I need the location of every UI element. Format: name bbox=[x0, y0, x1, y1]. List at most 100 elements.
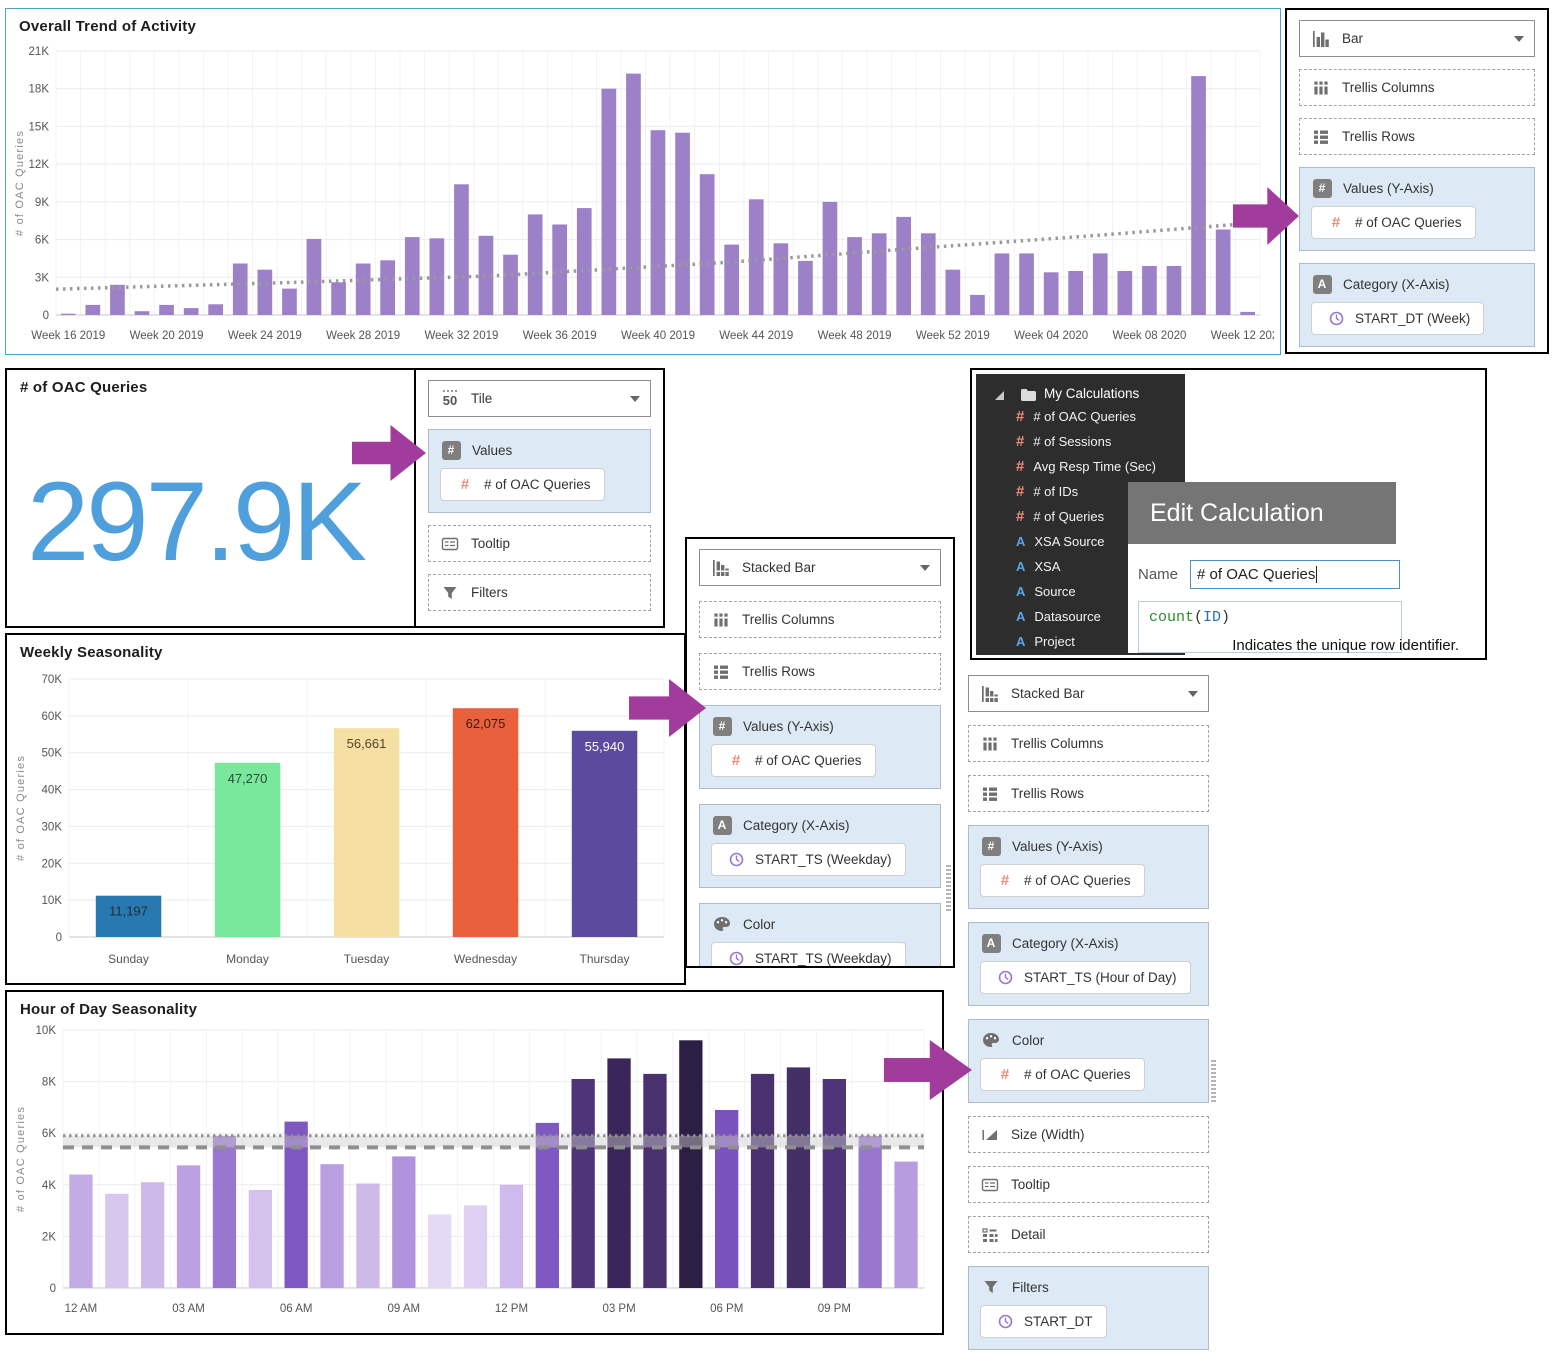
drop-zone-values-y-axis[interactable]: # Values (Y-Axis) # # of OAC Queries bbox=[1299, 167, 1535, 251]
drop-zone-values-y-axis[interactable]: # Values (Y-Axis) # # of OAC Queries bbox=[699, 705, 941, 789]
tree-item-label: # of Sessions bbox=[1033, 434, 1112, 449]
drop-target-trellis-rows[interactable]: Trellis Rows bbox=[968, 775, 1209, 812]
drop-target-detail[interactable]: Detail bbox=[968, 1216, 1209, 1253]
drop-zone-category-x-axis[interactable]: A Category (X-Axis) START_DT (Week) bbox=[1299, 263, 1535, 347]
chevron-down-icon bbox=[920, 564, 930, 571]
drop-target-label: Trellis Rows bbox=[742, 664, 816, 679]
weekly-bar-chart[interactable]: 0 10K 20K 30K 40K 50K 60K 70K # of OAC Queries 11… bbox=[11, 665, 678, 981]
field-pill-of-oac-queries[interactable]: # # of OAC Queries bbox=[980, 1058, 1145, 1091]
weekly-chart-title: Weekly Seasonality bbox=[20, 644, 163, 661]
drop-target-tooltip[interactable]: Tooltip bbox=[428, 525, 651, 562]
tree-item-label: XSA Source bbox=[1034, 534, 1105, 549]
tree-item-xsa-source[interactable]: A XSA Source bbox=[976, 529, 1185, 554]
attribute-icon: A bbox=[1016, 559, 1026, 574]
tree-item-of-oac-queries[interactable]: # # of OAC Queries bbox=[976, 404, 1185, 429]
drop-target-trellis-columns[interactable]: Trellis Columns bbox=[968, 725, 1209, 762]
calculations-box: My Calculations # # of OAC Queries # # of S… bbox=[970, 368, 1487, 660]
svg-text:Week 28 2019: Week 28 2019 bbox=[326, 330, 400, 342]
field-pill-start-ts-hour-of-day[interactable]: START_TS (Hour of Day) bbox=[980, 961, 1191, 994]
svg-text:Week 40 2019: Week 40 2019 bbox=[621, 330, 695, 342]
select-label: Stacked Bar bbox=[1011, 686, 1085, 701]
svg-text:03 PM: 03 PM bbox=[602, 1303, 635, 1315]
drop-zone-color[interactable]: Color START_TS (Weekday) bbox=[699, 903, 941, 966]
svg-text:Sunday: Sunday bbox=[108, 952, 149, 966]
tree-item-project[interactable]: A Project bbox=[976, 629, 1185, 654]
scrollbar[interactable] bbox=[946, 865, 951, 911]
drop-zone-label: Filters bbox=[1012, 1279, 1049, 1295]
calculation-name-input[interactable]: # of OAC Queries bbox=[1190, 560, 1401, 589]
field-pill-label: START_DT (Week) bbox=[1355, 311, 1471, 326]
tree-item-xsa[interactable]: A XSA bbox=[976, 554, 1185, 579]
drop-target-trellis-rows[interactable]: Trellis Rows bbox=[1299, 118, 1535, 155]
svg-text:Week 32 2019: Week 32 2019 bbox=[424, 330, 498, 342]
drop-target-label: Tooltip bbox=[471, 536, 511, 551]
trend-chart-panel: Overall Trend of Activity 0 3K 6K 9K 12K 15K 1… bbox=[5, 8, 1281, 355]
drop-target-label: Detail bbox=[1011, 1227, 1046, 1242]
hour-bar-chart[interactable]: 0 2K 4K 6K 8K 10K # of OAC Queries 12 AM 03 AM 06… bbox=[11, 1022, 936, 1328]
viz-type-select-tile[interactable]: 50 Tile bbox=[428, 380, 651, 417]
tile-value: 297.9K bbox=[27, 459, 367, 584]
drop-zone-category-x-axis[interactable]: A Category (X-Axis) START_TS (Weekday) bbox=[699, 804, 941, 888]
tree-item-avg-resp-time-sec[interactable]: # Avg Resp Time (Sec) bbox=[976, 454, 1185, 479]
field-pill-of-oac-queries[interactable]: # # of OAC Queries bbox=[440, 468, 605, 501]
drop-target-filters[interactable]: Filters bbox=[428, 574, 651, 611]
trend-bar-chart[interactable]: 0 3K 6K 9K 12K 15K 18K 21K # of OAC Queries Week … bbox=[10, 39, 1274, 349]
svg-text:6K: 6K bbox=[42, 1128, 56, 1140]
viz-type-select-bar[interactable]: Bar bbox=[1299, 20, 1535, 57]
drop-target-label: Trellis Rows bbox=[1011, 786, 1085, 801]
folder-label: My Calculations bbox=[1044, 385, 1140, 401]
tree-item-of-queries[interactable]: # # of Queries bbox=[976, 504, 1185, 529]
formula-editor[interactable]: count(ID) bbox=[1138, 601, 1402, 653]
my-calculations-folder[interactable]: My Calculations bbox=[976, 382, 1185, 404]
drop-target-trellis-columns[interactable]: Trellis Columns bbox=[1299, 69, 1535, 106]
svg-text:03 AM: 03 AM bbox=[172, 1303, 205, 1315]
svg-text:70K: 70K bbox=[42, 674, 63, 686]
tree-item-of-ids[interactable]: # # of IDs bbox=[976, 479, 1185, 504]
measure-icon: # bbox=[460, 476, 470, 493]
a-square-icon: A bbox=[1311, 274, 1333, 294]
drop-target-label: Trellis Rows bbox=[1342, 129, 1416, 144]
tree-item-source[interactable]: A Source bbox=[976, 579, 1185, 604]
field-pill-start-dt-week[interactable]: START_DT (Week) bbox=[1311, 302, 1485, 335]
svg-text:40K: 40K bbox=[42, 785, 63, 797]
drop-zone-values-y-axis[interactable]: # Values (Y-Axis) # # of OAC Queries bbox=[968, 825, 1209, 909]
drop-zone-label: Values (Y-Axis) bbox=[1343, 180, 1434, 196]
tree-item-of-sessions[interactable]: # # of Sessions bbox=[976, 429, 1185, 454]
tree-item-datasource[interactable]: A Datasource bbox=[976, 604, 1185, 629]
viz-type-select-stacked-bar[interactable]: Stacked Bar bbox=[699, 549, 941, 586]
tree-item-label: Datasource bbox=[1034, 609, 1101, 624]
measure-icon: # bbox=[1016, 483, 1025, 500]
drop-target-trellis-columns[interactable]: Trellis Columns bbox=[699, 601, 941, 638]
viz-type-select-stacked-bar[interactable]: Stacked Bar bbox=[968, 675, 1209, 712]
svg-text:Week 08 2020: Week 08 2020 bbox=[1112, 330, 1186, 342]
attribute-icon: A bbox=[1016, 534, 1026, 549]
size-icon bbox=[979, 1127, 1001, 1143]
field-pill-start-dt[interactable]: START_DT bbox=[980, 1305, 1107, 1338]
drop-target-label: Trellis Columns bbox=[1342, 80, 1435, 95]
measure-icon: # bbox=[1331, 214, 1341, 231]
trellis-rows-icon bbox=[710, 664, 732, 680]
field-pill-of-oac-queries[interactable]: # # of OAC Queries bbox=[980, 864, 1145, 897]
tree-collapse-icon[interactable] bbox=[986, 386, 1008, 401]
field-pill-start-ts-weekday[interactable]: START_TS (Weekday) bbox=[711, 843, 906, 876]
drop-zone-values[interactable]: # Values # # of OAC Queries bbox=[428, 429, 651, 513]
drop-zone-filters[interactable]: Filters START_DT bbox=[968, 1266, 1209, 1350]
drop-zone-label: Values bbox=[472, 442, 513, 458]
tree-item-label: # of OAC Queries bbox=[1033, 409, 1136, 424]
drop-zone-category-x-axis[interactable]: A Category (X-Axis) START_TS (Hour of Day) bbox=[968, 922, 1209, 1006]
field-pill-label: # of OAC Queries bbox=[484, 477, 591, 492]
drop-target-tooltip[interactable]: Tooltip bbox=[968, 1166, 1209, 1203]
tree-item-label: Project bbox=[1034, 634, 1075, 649]
palette-icon bbox=[711, 916, 733, 932]
field-pill-start-ts-weekday[interactable]: START_TS (Weekday) bbox=[711, 942, 906, 966]
svg-text:0: 0 bbox=[56, 932, 62, 944]
svg-text:55,940: 55,940 bbox=[585, 739, 625, 754]
drop-zone-color[interactable]: Color # # of OAC Queries bbox=[968, 1019, 1209, 1103]
drop-target-trellis-rows[interactable]: Trellis Rows bbox=[699, 653, 941, 690]
chevron-down-icon bbox=[1514, 35, 1524, 42]
field-pill-of-oac-queries[interactable]: # # of OAC Queries bbox=[711, 744, 876, 777]
field-pill-of-oac-queries[interactable]: # # of OAC Queries bbox=[1311, 206, 1476, 239]
drop-target-size-width[interactable]: Size (Width) bbox=[968, 1116, 1209, 1153]
measure-icon: # bbox=[1016, 408, 1025, 425]
scrollbar[interactable] bbox=[1211, 1060, 1216, 1104]
